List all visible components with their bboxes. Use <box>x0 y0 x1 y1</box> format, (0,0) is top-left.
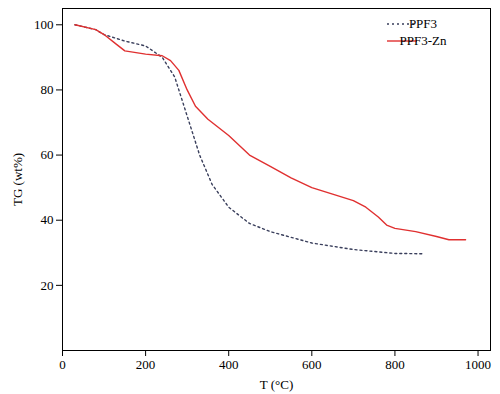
svg-text:TG (wt%): TG (wt%) <box>10 153 25 206</box>
svg-text:800: 800 <box>385 357 405 372</box>
svg-text:1000: 1000 <box>465 357 491 372</box>
svg-text:80: 80 <box>41 82 54 97</box>
svg-text:20: 20 <box>41 278 54 293</box>
svg-text:60: 60 <box>41 147 54 162</box>
svg-text:40: 40 <box>41 212 54 227</box>
svg-text:PPF3: PPF3 <box>409 16 437 31</box>
svg-text:200: 200 <box>136 357 156 372</box>
svg-text:PPF3-Zn: PPF3-Zn <box>400 33 447 48</box>
svg-text:600: 600 <box>302 357 322 372</box>
svg-text:T (°C): T (°C) <box>260 377 293 392</box>
svg-text:400: 400 <box>219 357 239 372</box>
svg-text:0: 0 <box>59 357 66 372</box>
svg-text:100: 100 <box>34 17 54 32</box>
